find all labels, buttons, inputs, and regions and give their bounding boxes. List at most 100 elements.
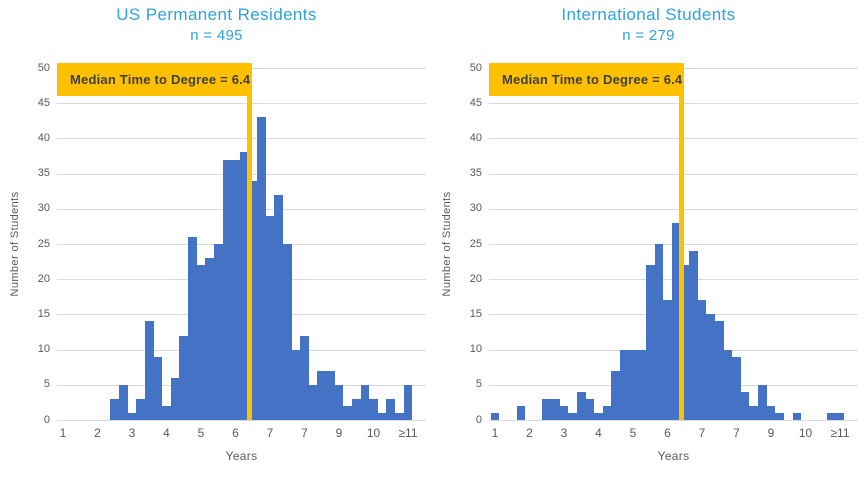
gridline bbox=[489, 208, 858, 210]
histogram-bar bbox=[767, 406, 775, 420]
histogram-bar bbox=[629, 350, 637, 420]
x-axis-tick-label: ≥11 bbox=[398, 426, 418, 440]
x-axis-title: Years bbox=[225, 449, 258, 463]
histogram-bar bbox=[611, 371, 620, 420]
histogram-bar bbox=[620, 350, 629, 420]
x-axis-title: Years bbox=[657, 449, 690, 463]
histogram-bar bbox=[680, 265, 689, 420]
histogram-bar bbox=[689, 251, 698, 420]
x-axis-tick-label: 4 bbox=[595, 426, 602, 440]
histogram-bar bbox=[257, 117, 266, 420]
x-axis-tick-label: 6 bbox=[664, 426, 671, 440]
x-axis-tick-label: 9 bbox=[767, 426, 775, 440]
chart-us-permanent-residents: US Permanent Residents n = 495 Number of… bbox=[9, 5, 426, 463]
x-axis-tick-label: 5 bbox=[197, 426, 205, 440]
histogram-bar bbox=[491, 413, 499, 420]
histogram-bar bbox=[594, 413, 603, 420]
y-axis-tick-label: 45 bbox=[469, 96, 482, 109]
histogram-bar bbox=[154, 357, 162, 420]
histogram-bar bbox=[378, 413, 386, 420]
histogram-bar bbox=[663, 300, 672, 420]
chart-international-students: International Students n = 279 Number of… bbox=[432, 0, 865, 483]
gridline bbox=[57, 420, 426, 421]
y-axis-tick-label: 45 bbox=[37, 96, 50, 109]
x-axis-tick-label: 4 bbox=[163, 426, 170, 440]
histogram-bar bbox=[248, 181, 257, 420]
histogram-bar bbox=[214, 244, 223, 420]
histogram-bar bbox=[404, 385, 412, 420]
histogram-bar bbox=[827, 413, 836, 420]
histogram-bar bbox=[741, 392, 749, 420]
chart-n-label: n = 279 bbox=[622, 27, 675, 44]
median-annotation: Median Time to Degree = 6.4 bbox=[70, 72, 251, 87]
y-axis-tick-label: 5 bbox=[475, 378, 482, 391]
histogram-bar bbox=[560, 406, 568, 420]
histogram-bar bbox=[119, 385, 128, 420]
histogram-bar bbox=[309, 385, 317, 420]
histogram-bar bbox=[223, 160, 231, 420]
y-axis-tick-label: 10 bbox=[469, 343, 482, 356]
median-line bbox=[247, 63, 252, 420]
y-axis-tick-label: 50 bbox=[37, 61, 50, 74]
histogram-bar bbox=[274, 195, 283, 420]
y-axis-tick-label: 50 bbox=[469, 61, 482, 74]
histogram-bar bbox=[568, 413, 577, 420]
histogram-bar bbox=[715, 321, 724, 420]
median-flag: Median Time to Degree = 6.4 bbox=[57, 63, 252, 96]
histogram-bar bbox=[758, 385, 767, 420]
y-axis-tick-label: 40 bbox=[469, 131, 482, 144]
histogram-bar bbox=[145, 321, 154, 420]
y-axis-tick-label: 0 bbox=[43, 413, 50, 426]
x-axis-tick-label: 7 bbox=[698, 426, 706, 440]
x-axis-tick-label: 9 bbox=[335, 426, 343, 440]
histogram-bar bbox=[793, 413, 801, 420]
y-axis-tick-label: 30 bbox=[37, 202, 50, 215]
y-axis-tick-label: 25 bbox=[37, 237, 50, 250]
x-axis-tick-label: 2 bbox=[94, 426, 101, 440]
histogram-bar bbox=[775, 413, 784, 420]
histogram-bar bbox=[551, 399, 560, 420]
y-axis-tick-label: 15 bbox=[469, 307, 482, 320]
gridline bbox=[489, 420, 858, 421]
histogram-bar bbox=[197, 265, 205, 420]
histogram-bar bbox=[655, 244, 663, 420]
histogram-bar bbox=[136, 399, 145, 420]
histogram-bar bbox=[240, 152, 248, 420]
median-line bbox=[679, 63, 684, 420]
histogram-bar bbox=[706, 314, 715, 420]
x-axis-tick-label: ≥11 bbox=[830, 426, 850, 440]
gridline bbox=[489, 173, 858, 175]
histogram-bar bbox=[698, 300, 706, 420]
y-axis-tick-label: 25 bbox=[469, 237, 482, 250]
histogram-bar bbox=[179, 336, 188, 420]
gridline bbox=[57, 138, 426, 140]
histogram-bar bbox=[395, 413, 404, 420]
histogram-bar bbox=[326, 371, 335, 420]
histogram-bar bbox=[283, 244, 292, 420]
histogram-bar bbox=[205, 258, 214, 420]
x-axis-tick-label: 7 bbox=[733, 426, 740, 440]
chart-title: US Permanent Residents bbox=[116, 5, 317, 24]
histogram-bar bbox=[836, 413, 844, 420]
gridline bbox=[57, 103, 426, 105]
histogram-bar bbox=[749, 406, 758, 420]
histogram-bar bbox=[603, 406, 611, 420]
histogram-bar bbox=[317, 371, 326, 420]
gridline bbox=[489, 103, 858, 105]
histogram-bar bbox=[300, 336, 309, 420]
histogram-bar bbox=[292, 350, 300, 420]
x-axis-tick-label: 1 bbox=[59, 426, 67, 440]
histogram-bar bbox=[646, 265, 655, 420]
histogram-bar bbox=[266, 216, 274, 420]
x-axis-tick-label: 3 bbox=[128, 426, 136, 440]
x-axis-tick-label: 7 bbox=[301, 426, 308, 440]
x-axis-tick-label: 10 bbox=[366, 426, 381, 440]
chart-n-label: n = 495 bbox=[190, 27, 243, 44]
histogram-bar bbox=[577, 392, 586, 420]
histogram-bar bbox=[352, 399, 361, 420]
histogram-bar bbox=[386, 399, 395, 420]
y-axis-tick-label: 20 bbox=[37, 272, 50, 285]
histogram-bar bbox=[343, 406, 352, 420]
histogram-bar bbox=[128, 413, 136, 420]
